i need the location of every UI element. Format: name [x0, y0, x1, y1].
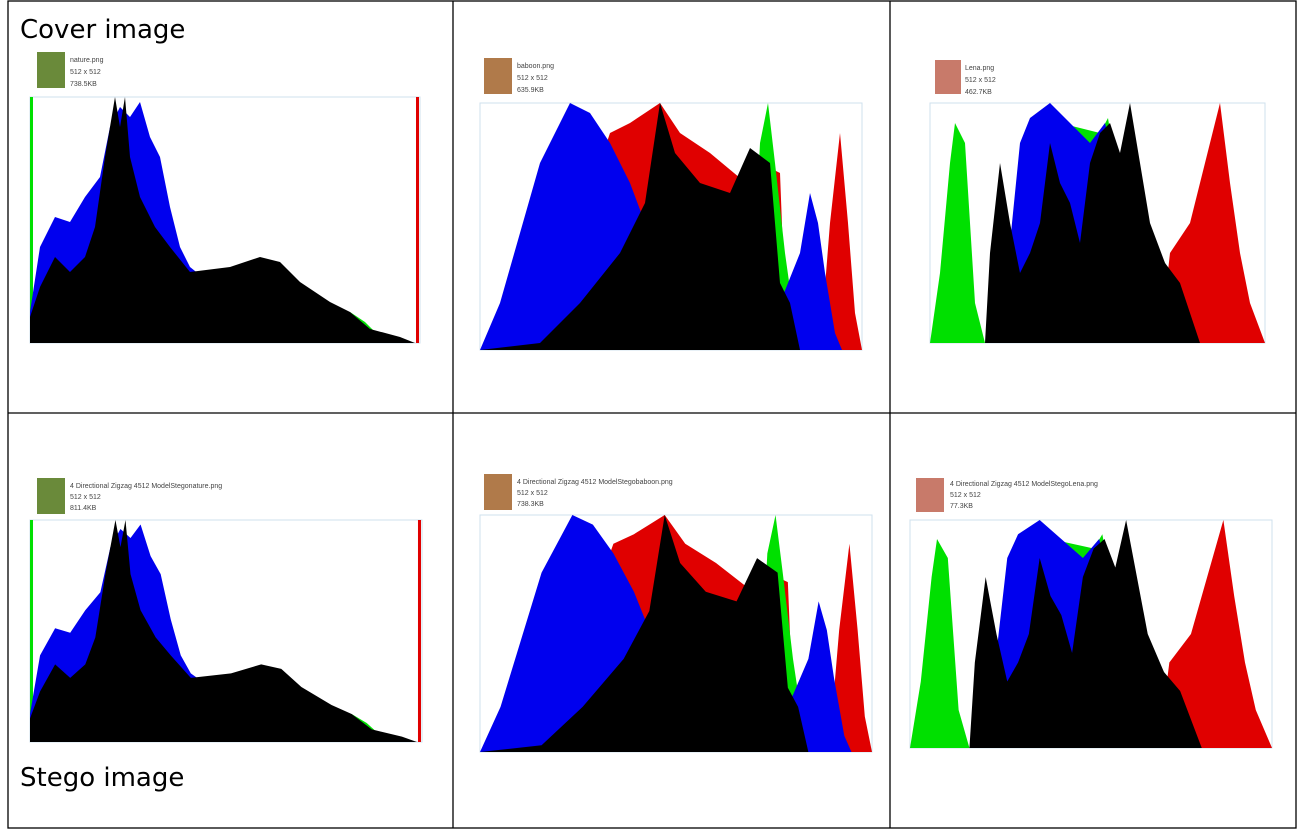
thumbnail — [935, 60, 961, 94]
thumbnail — [37, 478, 65, 514]
thumbnail — [484, 474, 512, 510]
file-size: 635.9KB — [517, 87, 544, 94]
thumbnail — [484, 58, 512, 94]
row-label: Stego image — [20, 763, 184, 793]
file-name: 4 Directional Zigzag 4512 ModelStegoLena… — [950, 481, 1098, 488]
file-dims: 512 x 512 — [70, 69, 101, 76]
page: Cover image Stego image nature.png 512 x… — [0, 0, 1304, 829]
file-dims: 512 x 512 — [517, 490, 548, 497]
file-name: Lena.png — [965, 65, 994, 72]
file-size: 738.5KB — [70, 81, 97, 88]
file-size: 811.4KB — [70, 505, 97, 512]
file-name: 4 Directional Zigzag 4512 ModelStegobabo… — [517, 479, 673, 486]
thumbnail — [37, 52, 65, 88]
file-dims: 512 x 512 — [965, 77, 996, 84]
thumbnail — [916, 478, 944, 512]
file-size: 77.3KB — [950, 503, 973, 510]
file-name: 4 Directional Zigzag 4512 ModelStegonatu… — [70, 483, 222, 490]
file-name: baboon.png — [517, 63, 554, 70]
file-dims: 512 x 512 — [70, 494, 101, 501]
file-dims: 512 x 512 — [517, 75, 548, 82]
file-size: 462.7KB — [965, 89, 992, 96]
file-size: 738.3KB — [517, 501, 544, 508]
row-label: Cover image — [20, 15, 185, 45]
file-dims: 512 x 512 — [950, 492, 981, 499]
file-name: nature.png — [70, 57, 104, 64]
